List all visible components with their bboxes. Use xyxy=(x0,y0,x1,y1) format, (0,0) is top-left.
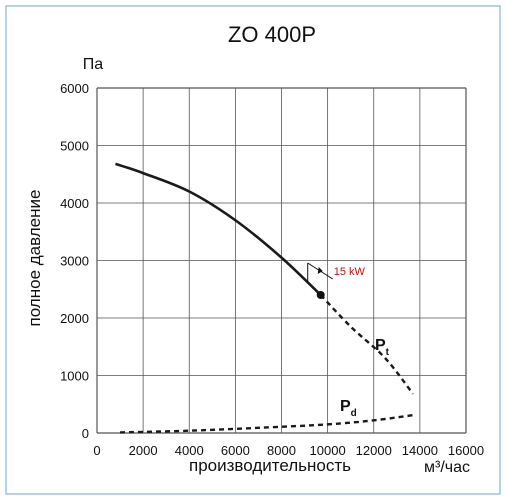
y-tick-label: 3000 xyxy=(60,254,89,269)
y-axis-label: полное давление xyxy=(25,190,44,327)
series-label-Pd: Pd xyxy=(340,398,357,419)
y-tick-label: 5000 xyxy=(60,139,89,154)
y-unit-label: Па xyxy=(83,56,104,73)
outer-border xyxy=(5,5,501,495)
y-tick-label: 2000 xyxy=(60,311,89,326)
y-tick-label: 1000 xyxy=(60,369,89,384)
x-tick-label: 2000 xyxy=(129,443,158,458)
x-tick-label: 8000 xyxy=(267,443,296,458)
x-tick-label: 6000 xyxy=(221,443,250,458)
series-Pd-dashed-line xyxy=(120,413,414,434)
series-label-main: P xyxy=(375,337,386,354)
y-tick-label: 0 xyxy=(82,426,89,441)
x-tick-label: 16000 xyxy=(448,443,484,458)
x-unit-text: м³/час xyxy=(424,459,470,476)
tick-labels: 0 2000 4000 6000 8000 10000 12000 14000 16000 0 10… xyxy=(60,81,484,458)
y-tick-label: 6000 xyxy=(60,81,89,96)
y-tick-label: 4000 xyxy=(60,196,89,211)
x-unit-label: м³/час xyxy=(424,459,470,476)
series-label-Pt: Pt xyxy=(375,337,390,358)
series-label-subscript: d xyxy=(351,408,357,419)
x-tick-label: 0 xyxy=(93,443,100,458)
grid xyxy=(96,87,467,434)
x-tick-label: 10000 xyxy=(310,443,346,458)
series-Pt-solid-line xyxy=(115,162,322,296)
series-label-subscript: t xyxy=(386,347,390,358)
x-tick-label: 4000 xyxy=(175,443,204,458)
x-axis-label: производительность xyxy=(189,456,351,475)
x-tick-label: 14000 xyxy=(402,443,438,458)
annotation-arrow-head xyxy=(317,267,323,274)
chart-title: ZO 400P xyxy=(228,22,316,47)
power-annotation: 15 kW xyxy=(334,266,366,278)
series-Pt-dashed-line xyxy=(319,294,414,395)
operating-point xyxy=(316,291,325,299)
annotation-group: 15 kW xyxy=(307,262,366,299)
x-tick-label: 12000 xyxy=(356,443,392,458)
series-label-main: P xyxy=(340,398,351,415)
